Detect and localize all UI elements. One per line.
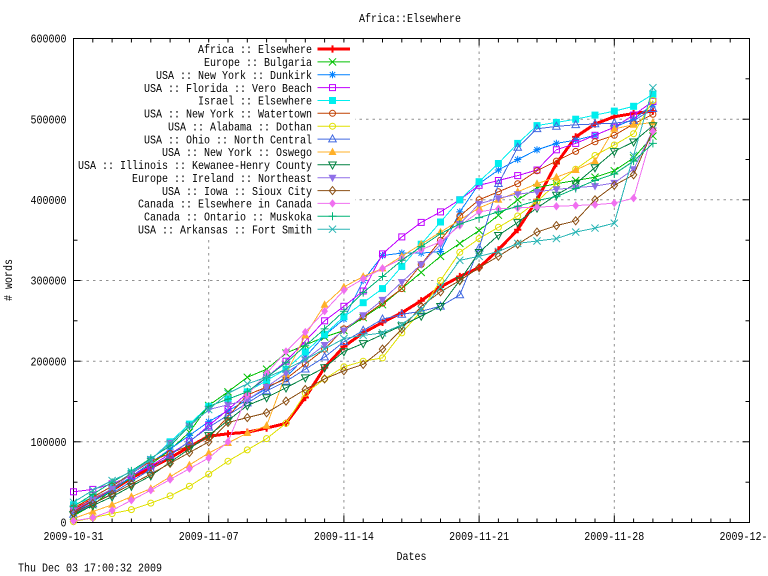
svg-text:USA :: New York :: Watertown: USA :: New York :: Watertown xyxy=(144,108,312,122)
svg-text:300000: 300000 xyxy=(31,275,67,289)
svg-text:Africa :: Elsewhere: Africa :: Elsewhere xyxy=(198,43,312,57)
svg-text:Thu Dec 03 17:00:32 2009: Thu Dec 03 17:00:32 2009 xyxy=(18,562,162,576)
svg-text:USA :: New York :: Dunkirk: USA :: New York :: Dunkirk xyxy=(156,69,312,83)
svg-text:USA :: Illinois :: Kewanee-Hen: USA :: Illinois :: Kewanee-Henry County xyxy=(78,159,312,173)
svg-text:USA :: Iowa :: Sioux City: USA :: Iowa :: Sioux City xyxy=(162,185,312,199)
svg-text:400000: 400000 xyxy=(31,194,67,208)
svg-text:2009-11-28: 2009-11-28 xyxy=(584,530,644,544)
svg-text:2009-11-07: 2009-11-07 xyxy=(179,530,239,544)
svg-text:USA :: Arkansas :: Fort Smith: USA :: Arkansas :: Fort Smith xyxy=(138,223,312,237)
svg-text:Dates: Dates xyxy=(397,550,427,564)
svg-text:Canada :: Elsewhere in Canada: Canada :: Elsewhere in Canada xyxy=(138,198,312,212)
svg-text:Europe :: Ireland :: Northeast: Europe :: Ireland :: Northeast xyxy=(132,172,312,186)
svg-text:0: 0 xyxy=(61,517,67,531)
svg-text:USA :: New York :: Oswego: USA :: New York :: Oswego xyxy=(162,146,312,160)
svg-text:500000: 500000 xyxy=(31,113,67,127)
svg-text:# words: # words xyxy=(2,259,16,301)
svg-text:Canada :: Ontario :: Muskoka: Canada :: Ontario :: Muskoka xyxy=(144,211,312,225)
svg-text:2009-12-05: 2009-12-05 xyxy=(720,530,768,544)
svg-text:USA :: Ohio :: North Central: USA :: Ohio :: North Central xyxy=(144,133,312,147)
svg-text:USA :: Florida :: Vero Beach: USA :: Florida :: Vero Beach xyxy=(144,82,312,96)
svg-text:2009-11-14: 2009-11-14 xyxy=(314,530,374,544)
svg-text:100000: 100000 xyxy=(31,436,67,450)
svg-text:200000: 200000 xyxy=(31,355,67,369)
svg-text:Europe :: Bulgaria: Europe :: Bulgaria xyxy=(204,56,312,70)
svg-text:2009-11-21: 2009-11-21 xyxy=(449,530,509,544)
svg-text:Israel :: Elsewhere: Israel :: Elsewhere xyxy=(198,95,312,109)
svg-text:2009-10-31: 2009-10-31 xyxy=(44,530,104,544)
svg-text:600000: 600000 xyxy=(31,33,67,47)
svg-text:USA :: Alabama :: Dothan: USA :: Alabama :: Dothan xyxy=(168,120,312,134)
svg-text:Africa::Elsewhere: Africa::Elsewhere xyxy=(359,12,461,26)
